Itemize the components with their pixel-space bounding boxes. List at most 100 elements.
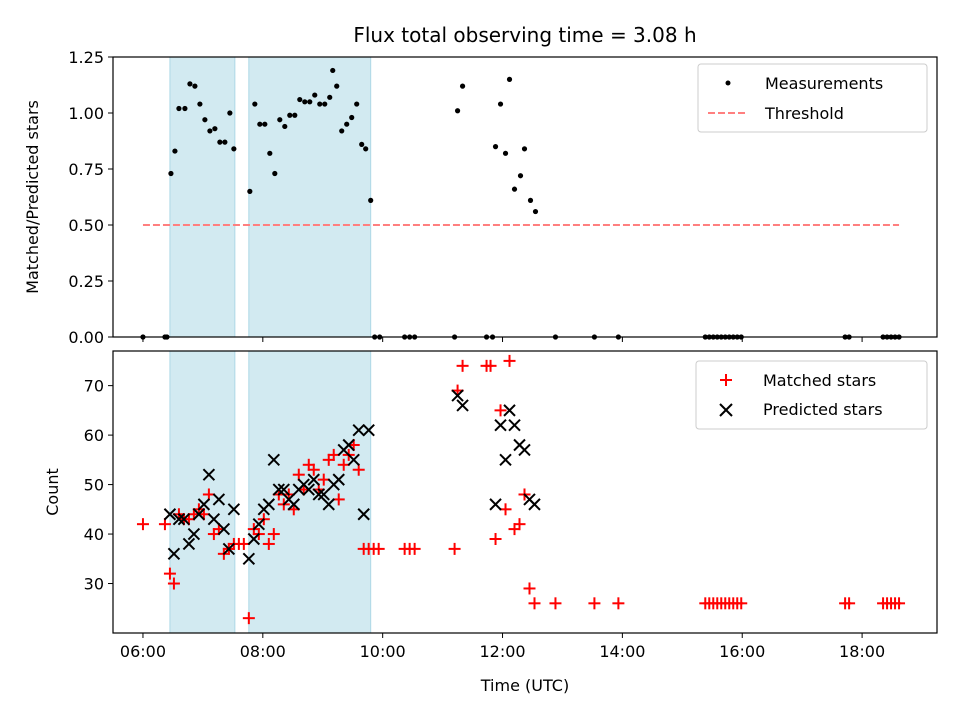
matched-star-point <box>523 582 536 595</box>
predicted-marker-b <box>177 513 191 526</box>
predicted-star-point <box>222 542 236 556</box>
measurement-point <box>317 101 323 107</box>
measurement-point <box>192 83 198 89</box>
measurement-point <box>354 101 360 107</box>
matched-star-point <box>163 567 176 580</box>
top-x-ticks <box>142 337 863 342</box>
matched-star-point <box>528 597 541 610</box>
predicted-marker-b <box>499 453 512 467</box>
matched-star-point <box>503 354 516 367</box>
matched-star-point <box>167 577 180 590</box>
predicted-marker-b <box>207 513 221 526</box>
predicted-star-point <box>456 399 469 412</box>
measurement-point <box>497 101 504 107</box>
measurement-point <box>532 208 539 215</box>
predicted-marker-b <box>262 498 276 511</box>
x-tick-label: 12:00 <box>479 642 525 661</box>
measurement-point <box>267 150 273 156</box>
legend-threshold-label: Threshold <box>764 104 844 123</box>
measurement-point <box>287 112 293 118</box>
predicted-star-point <box>287 498 300 511</box>
measurement-point <box>327 94 333 100</box>
measurement-point <box>272 170 278 177</box>
predicted-marker-b <box>267 453 281 467</box>
predicted-marker-b <box>362 423 375 437</box>
predicted-marker-b <box>192 508 206 521</box>
measurement-point <box>302 99 308 105</box>
matched-star-point <box>307 463 320 476</box>
measurement-point <box>330 67 336 74</box>
predicted-marker-b <box>287 498 300 511</box>
x-tick-label: 10:00 <box>360 642 406 661</box>
predicted-star-point <box>217 522 231 536</box>
y-tick-label: 0.50 <box>68 216 104 235</box>
bottom-panel: 30 40 50 60 70 06:00 08:00 10:00 12:00 14:00 16:0… <box>43 350 938 695</box>
y-tick-label: 50 <box>84 476 104 495</box>
measurement-point <box>182 105 188 112</box>
predicted-star-point <box>528 498 541 511</box>
predicted-star-point <box>172 513 186 526</box>
top-legend: Measurements Threshold <box>697 63 928 133</box>
predicted-marker-b <box>451 389 464 402</box>
legend-matched-marker <box>720 374 732 386</box>
measurement-point <box>297 96 303 103</box>
predicted-marker-b <box>317 488 330 501</box>
measurement-point <box>292 112 298 118</box>
measurement-point <box>262 121 268 127</box>
predicted-star-point <box>312 488 325 501</box>
measurement-point <box>231 146 237 152</box>
measurement-point <box>222 139 228 145</box>
y-tick-label: 30 <box>84 575 104 594</box>
predicted-marker-b <box>272 483 286 496</box>
measurement-point <box>168 170 174 177</box>
predicted-star-point <box>163 508 177 521</box>
predicted-marker-b <box>332 473 345 486</box>
measurement-point <box>247 188 253 194</box>
measurement-point <box>363 146 369 152</box>
predicted-marker-b <box>503 404 516 417</box>
x-axis-label: Time (UTC) <box>480 676 569 695</box>
predicted-star-point <box>317 488 330 501</box>
predicted-marker-b <box>172 513 186 526</box>
predicted-marker-b <box>247 532 261 546</box>
predicted-marker-b <box>277 483 290 496</box>
measurement-point <box>459 83 466 89</box>
measurement-point <box>349 114 355 121</box>
bottom-predicted-points <box>163 389 541 565</box>
top-y-ticks: 0.00 0.25 0.50 0.75 1.00 1.25 <box>68 48 113 347</box>
shaded-interval <box>248 56 372 338</box>
measurement-point <box>176 105 182 112</box>
predicted-star-point <box>247 532 261 546</box>
bottom-y-axis-label: Count <box>43 468 62 516</box>
chart-title: Flux total observing time = 3.08 h <box>353 23 696 47</box>
predicted-star-point <box>267 453 281 467</box>
measurement-point <box>521 146 528 152</box>
predicted-marker-b <box>352 423 365 437</box>
predicted-star-point <box>192 508 206 521</box>
shaded-interval <box>169 350 236 634</box>
measurement-point <box>368 197 374 203</box>
predicted-star-point <box>499 453 512 467</box>
predicted-star-point <box>187 527 201 541</box>
measurement-point <box>527 197 534 203</box>
y-tick-label: 60 <box>84 426 104 445</box>
legend-predicted-marker <box>719 403 733 417</box>
predicted-star-point <box>503 404 516 417</box>
x-tick-label: 08:00 <box>240 642 286 661</box>
x-tick-label: 18:00 <box>839 642 885 661</box>
predicted-marker-b <box>202 468 216 481</box>
x-tick-label: 06:00 <box>120 642 166 661</box>
predicted-star-point <box>272 483 286 496</box>
predicted-star-point <box>202 468 216 481</box>
predicted-marker-b <box>227 503 241 516</box>
measurement-point <box>172 148 178 154</box>
legend-measurements-label: Measurements <box>765 74 883 93</box>
measurement-point <box>282 123 288 130</box>
predicted-marker-b <box>322 498 335 511</box>
measurement-point <box>454 108 461 114</box>
predicted-star-point <box>347 453 360 467</box>
legend-matched-label: Matched stars <box>763 371 876 390</box>
predicted-marker-b <box>187 527 201 541</box>
predicted-marker-b <box>252 517 266 531</box>
predicted-star-point <box>207 513 221 526</box>
